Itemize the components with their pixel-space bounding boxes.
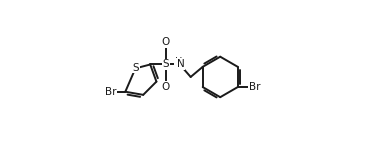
Text: O: O xyxy=(162,37,170,47)
Text: Br: Br xyxy=(105,87,116,97)
Text: N: N xyxy=(177,59,185,69)
Text: O: O xyxy=(162,82,170,92)
Text: S: S xyxy=(132,63,139,73)
Text: S: S xyxy=(163,60,169,70)
Text: Br: Br xyxy=(249,82,261,92)
Text: H: H xyxy=(175,57,182,67)
